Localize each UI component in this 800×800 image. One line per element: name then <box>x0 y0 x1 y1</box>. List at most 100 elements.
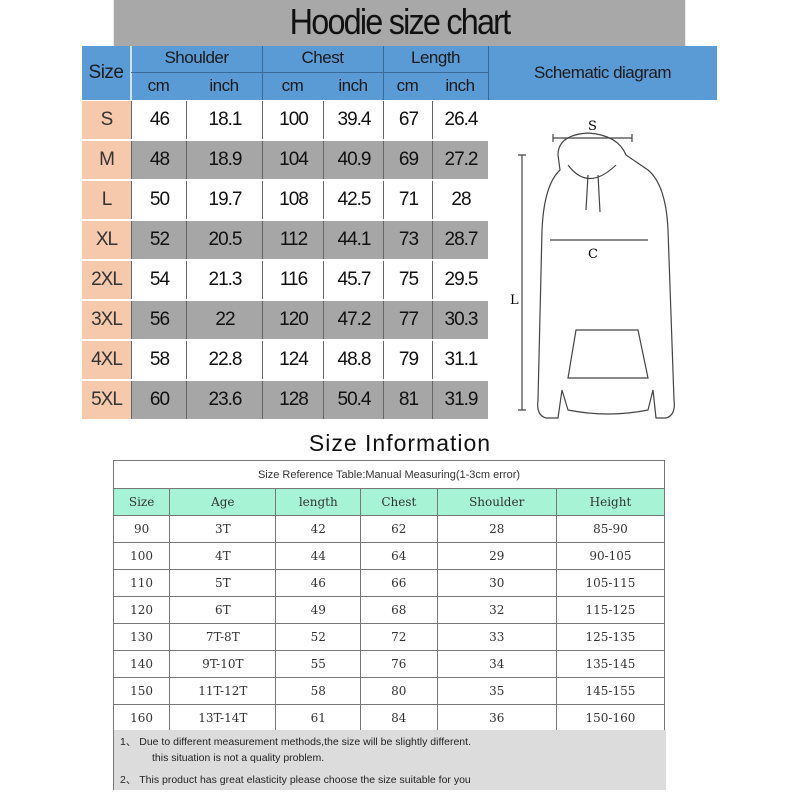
hoodie-size-chart: Hoodie size chart Size Shoulder Chest Le… <box>82 0 717 438</box>
table-cell: 6T <box>169 596 277 624</box>
table-cell: 128 <box>262 381 324 419</box>
column-header: Shoulder <box>436 488 557 516</box>
table-cell: 39.4 <box>323 101 384 139</box>
table-row: L 50 19.7 108 42.5 71 28 <box>82 181 488 219</box>
header-shoulder: Shoulder <box>164 48 229 67</box>
column-header: length <box>275 488 362 516</box>
table-row: 160 13T-14T 61 84 36 150-160 <box>112 704 666 732</box>
table-cell: 32 <box>436 596 557 624</box>
table-cell: 20.5 <box>186 221 263 259</box>
table-cell: 4T <box>169 542 277 570</box>
table-row: M 48 18.9 104 40.9 69 27.2 <box>82 141 488 179</box>
size-cell: L <box>82 181 131 219</box>
table-cell: 67 <box>383 101 433 139</box>
table-cell: 140 <box>112 650 171 678</box>
column-header: Chest <box>360 488 438 516</box>
table-cell: 150-160 <box>555 704 666 732</box>
table-cell: 45.7 <box>323 261 384 299</box>
header-size: Size <box>82 46 132 100</box>
table-row: 120 6T 49 68 32 115-125 <box>112 596 666 624</box>
size-cell: 3XL <box>82 301 131 339</box>
notes: 1、 Due to different measurement methods,… <box>113 730 666 790</box>
table-cell: 58 <box>131 341 187 379</box>
table-cell: 58 <box>275 677 362 705</box>
table-cell: 84 <box>360 704 438 732</box>
table-cell: 52 <box>275 623 362 651</box>
header-inch: inch <box>338 76 368 95</box>
table-cell: 22 <box>186 301 263 339</box>
table-cell: 3T <box>169 515 277 543</box>
table-cell: 47.2 <box>323 301 384 339</box>
table-cell: 120 <box>262 301 324 339</box>
table-cell: 100 <box>262 101 324 139</box>
table-cell: 135-145 <box>555 650 666 678</box>
table-cell: 31.9 <box>432 381 489 419</box>
table-cell: 104 <box>262 141 324 179</box>
header-cm: cm <box>396 76 419 95</box>
table-caption: Size Reference Table:Manual Measuring(1-… <box>113 460 665 489</box>
header-inch: inch <box>445 76 475 95</box>
table-cell: 81 <box>383 381 433 419</box>
size-cell: XL <box>82 221 131 259</box>
table-cell: 108 <box>262 181 324 219</box>
table-cell: 75 <box>383 261 433 299</box>
table-row: 90 3T 42 62 28 85-90 <box>112 515 666 543</box>
table-cell: 28 <box>432 181 489 219</box>
note-1-cont: this situation is not a quality problem. <box>152 752 325 764</box>
schematic-diagram: S C L <box>488 100 717 438</box>
table-cell: 11T-12T <box>169 677 277 705</box>
table-cell: 30.3 <box>432 301 489 339</box>
note-2: 2、 This product has great elasticity ple… <box>120 774 471 786</box>
table-cell: 48.8 <box>323 341 384 379</box>
table-row: XL 52 20.5 112 44.1 73 28.7 <box>82 221 488 259</box>
hoodie-outline-icon: S C L <box>510 119 675 419</box>
table-cell: 34 <box>436 650 557 678</box>
table-cell: 42 <box>275 515 362 543</box>
table-cell: 90-105 <box>555 542 666 570</box>
table-cell: 18.9 <box>186 141 263 179</box>
table-cell: 62 <box>360 515 438 543</box>
label-l: L <box>510 293 519 308</box>
size-cell: 5XL <box>82 381 131 419</box>
table-cell: 22.8 <box>186 341 263 379</box>
table-cell: 130 <box>112 623 171 651</box>
table-cell: 52 <box>131 221 187 259</box>
table-row: 130 7T-8T 52 72 33 125-135 <box>112 623 666 651</box>
table-cell: 56 <box>131 301 187 339</box>
table-cell: 27.2 <box>432 141 489 179</box>
size-information-title: Size Information <box>308 430 492 456</box>
table-cell: 33 <box>436 623 557 651</box>
table-cell: 125-135 <box>555 623 666 651</box>
table-cell: 30 <box>436 569 557 597</box>
column-header: Size <box>112 488 171 516</box>
table-row: 110 5T 46 66 30 105-115 <box>112 569 666 597</box>
table-cell: 48 <box>131 141 187 179</box>
table-cell: 150 <box>112 677 171 705</box>
table-cell: 100 <box>112 542 171 570</box>
column-header: Age <box>169 488 277 516</box>
note-1: 1、 Due to different measurement methods,… <box>120 736 471 748</box>
table-cell: 42.5 <box>323 181 384 219</box>
size-reference-table: Size Reference Table:Manual Measuring(1-… <box>112 460 666 732</box>
table-cell: 68 <box>360 596 438 624</box>
table-cell: 66 <box>360 569 438 597</box>
table-header: Size Shoulder Chest Length cm inch cm in… <box>82 46 717 100</box>
table-cell: 64 <box>360 542 438 570</box>
table-cell: 35 <box>436 677 557 705</box>
table-cell: 90 <box>112 515 171 543</box>
size-cell: 4XL <box>82 341 131 379</box>
size-cell: S <box>82 101 131 139</box>
table-cell: 5T <box>169 569 277 597</box>
table-cell: 80 <box>360 677 438 705</box>
table-cell: 26.4 <box>432 101 489 139</box>
table-cell: 115-125 <box>555 596 666 624</box>
header-cm: cm <box>281 76 304 95</box>
table-cell: 29.5 <box>432 261 489 299</box>
table-cell: 49 <box>275 596 362 624</box>
table-cell: 44 <box>275 542 362 570</box>
table-cell: 69 <box>383 141 433 179</box>
table-cell: 36 <box>436 704 557 732</box>
label-s: S <box>588 119 597 134</box>
table-cell: 73 <box>383 221 433 259</box>
table-cell: 29 <box>436 542 557 570</box>
